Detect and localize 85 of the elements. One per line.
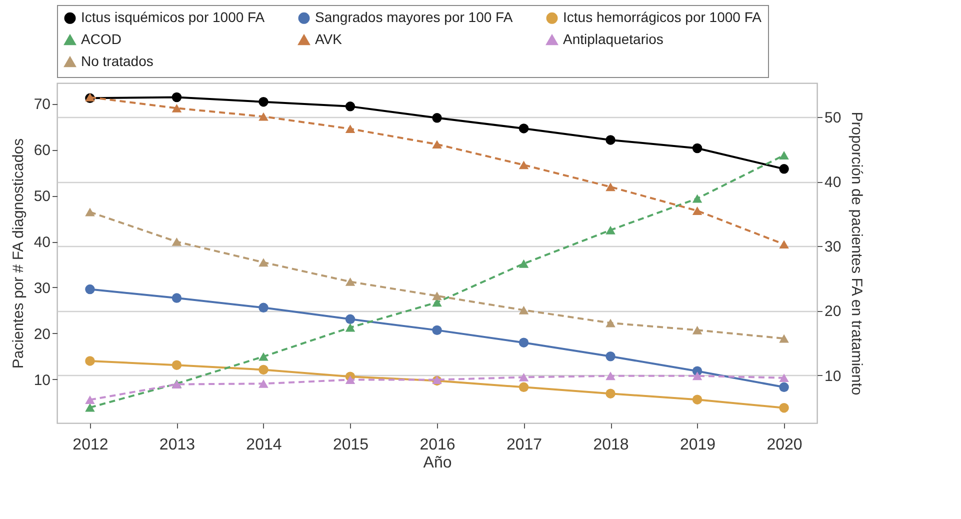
point xyxy=(692,143,702,154)
y2-tick-label: 40 xyxy=(824,174,842,192)
point xyxy=(518,382,529,392)
y-tick-label: 10 xyxy=(34,372,50,389)
point xyxy=(692,194,702,203)
x-tick-label: 2014 xyxy=(246,436,282,454)
point xyxy=(172,237,182,246)
point xyxy=(345,124,356,134)
point xyxy=(258,364,268,375)
x-tick-label: 2020 xyxy=(766,436,802,454)
y2-tick-label: 20 xyxy=(824,303,842,320)
point xyxy=(518,372,529,382)
point xyxy=(172,92,182,102)
point xyxy=(606,372,616,380)
legend-label: Ictus hemorrágicos por 1000 FA xyxy=(563,9,762,26)
x-tick-label: 2015 xyxy=(332,436,369,454)
legend-label: Sangrados mayores por 100 FA xyxy=(315,9,514,26)
x-tick-label: 2019 xyxy=(680,436,716,454)
point xyxy=(779,382,789,392)
point xyxy=(779,374,789,382)
legend-label: ACOD xyxy=(81,31,122,47)
point xyxy=(345,277,356,286)
point xyxy=(779,151,789,160)
point xyxy=(692,372,702,380)
y2-axis-title: Proporción de pacientes FA en tratamiento xyxy=(848,112,866,396)
point xyxy=(172,293,182,303)
point xyxy=(432,325,442,336)
y-tick-label: 50 xyxy=(34,188,50,206)
point xyxy=(432,113,442,123)
x-tick-label: 2012 xyxy=(72,436,108,454)
point xyxy=(432,140,442,149)
point xyxy=(345,376,356,384)
point xyxy=(779,334,789,343)
y-tick-label: 20 xyxy=(34,326,50,343)
point xyxy=(172,360,182,370)
point xyxy=(606,388,616,398)
point xyxy=(606,352,616,362)
point xyxy=(692,206,702,215)
y-tick-label: 30 xyxy=(34,280,50,297)
point xyxy=(779,164,789,174)
point xyxy=(85,208,95,216)
point xyxy=(518,160,529,170)
point xyxy=(258,302,268,313)
y2-tick-label: 30 xyxy=(824,238,842,256)
point xyxy=(518,338,529,348)
y-tick-label: 70 xyxy=(34,96,50,114)
point xyxy=(779,240,789,249)
x-tick-label: 2016 xyxy=(420,436,456,454)
point xyxy=(85,396,95,404)
point xyxy=(345,102,356,112)
point xyxy=(779,402,789,413)
point xyxy=(172,104,182,112)
y2-tick-label: 10 xyxy=(824,368,842,385)
point xyxy=(692,326,702,334)
legend-label: No tratados xyxy=(81,53,154,69)
point xyxy=(692,394,702,404)
point xyxy=(258,112,268,121)
point xyxy=(518,306,529,314)
point xyxy=(606,318,616,328)
x-tick-label: 2013 xyxy=(159,436,196,454)
y-tick-label: 40 xyxy=(34,234,50,252)
x-axis-title: Año xyxy=(423,454,452,472)
point xyxy=(518,259,529,268)
point xyxy=(258,352,268,361)
point xyxy=(258,258,268,267)
y-tick-label: 60 xyxy=(34,142,50,160)
point xyxy=(85,403,95,412)
point xyxy=(606,226,616,234)
point xyxy=(258,379,268,388)
point xyxy=(85,284,95,294)
point xyxy=(345,323,356,332)
legend-label: Antiplaquetarios xyxy=(563,31,664,47)
x-tick-label: 2017 xyxy=(506,436,542,454)
point xyxy=(258,96,268,107)
point xyxy=(606,135,616,145)
x-tick-label: 2018 xyxy=(593,436,629,454)
point xyxy=(518,124,529,134)
point xyxy=(85,356,95,366)
y2-tick-label: 50 xyxy=(824,110,842,127)
point xyxy=(345,314,356,324)
legend-label: AVK xyxy=(315,31,343,47)
y-axis-title: Pacientes por # FA diagnosticados xyxy=(10,138,27,369)
point xyxy=(432,292,442,300)
legend-label: Ictus isquémicos por 1000 FA xyxy=(81,9,266,26)
point xyxy=(606,182,616,192)
